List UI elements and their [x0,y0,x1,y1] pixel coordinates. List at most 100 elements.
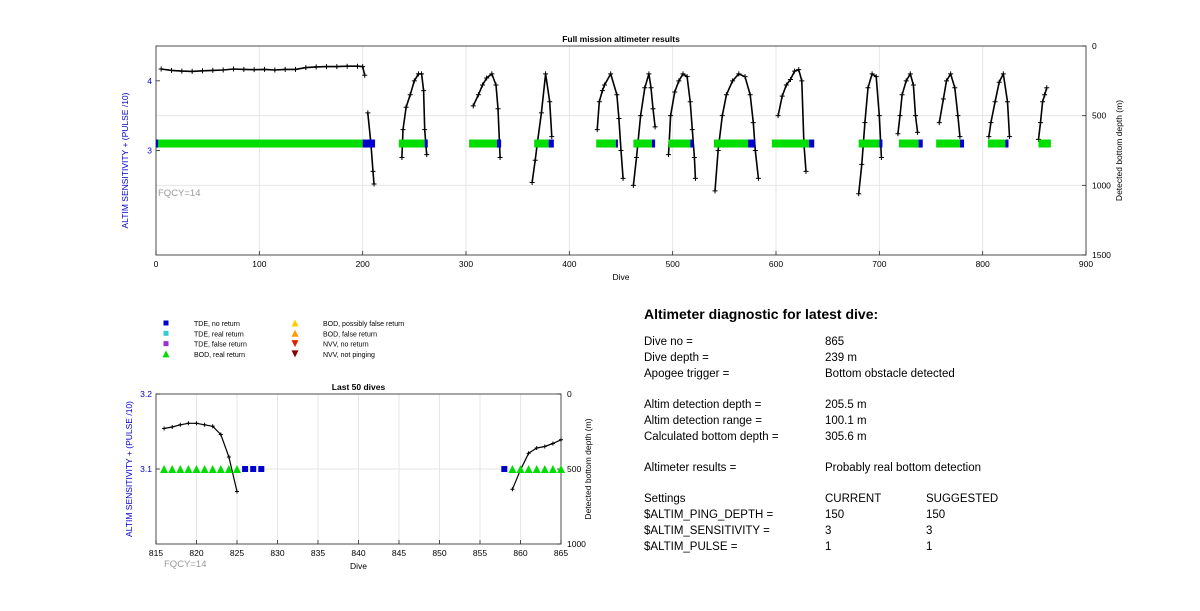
suggested-header: SUGGESTED [926,493,999,505]
depth-point [170,425,175,429]
tde-no-return-marker [250,466,257,472]
depth-series-line [401,73,428,158]
depth-point [344,63,350,69]
x-tick-label: 815 [149,548,163,558]
diagnostic-heading: Altimeter diagnostic for latest dive: [644,306,879,322]
depth-point [542,444,547,449]
altim-detection-range-value: 100.1 m [825,415,867,427]
depth-point [293,66,298,72]
legend-label: TDE, no return [194,321,240,328]
depth-series-line [714,73,760,191]
legend-label: TDE, false return [194,342,247,349]
depth-point [532,157,538,163]
bod-real-return-band [668,139,691,148]
x-tick-label: 865 [554,548,568,558]
depth-point [272,67,278,73]
sensitivity-current: 3 [825,525,832,537]
depth-point [666,152,672,158]
legend-square-icon [163,341,169,347]
bod-real-return-marker [200,465,209,473]
depth-point [601,82,607,88]
depth-point [529,180,535,186]
depth-point [497,154,503,160]
legend-label: NVV, not pinging [323,352,375,359]
tde-no-return-marker [362,139,376,148]
bod-real-return-marker [224,465,233,473]
depth-point [944,78,949,84]
tde-no-return-marker [1005,139,1009,148]
altimeter-results-label: Altimeter results = [644,462,737,474]
depth-point [687,99,693,105]
depth-point [895,131,901,137]
chart-title: Last 50 dives [332,382,386,392]
legend-triangle-up-icon [291,329,299,337]
diagnostic-panel: Altimeter diagnostic for latest dive: Di… [644,306,1164,555]
altim-detection-range-row: Altim detection range = 100.1 m [644,413,1164,429]
depth-point [996,79,1002,85]
tde-no-return-marker [918,139,923,148]
depth-point [313,64,319,70]
depth-point [668,113,674,119]
pulse-row: $ALTIM_PULSE = 1 1 [644,539,1164,555]
x-tick-label: 845 [392,548,406,558]
tde-no-return-marker [258,466,265,472]
tde-no-return-marker [615,139,618,148]
depth-point [365,110,371,116]
depth-point [948,71,954,77]
depth-point [988,120,994,126]
depth-point [792,68,798,74]
depth-point [1007,134,1013,140]
depth-point [178,422,183,427]
bod-real-return-marker [160,465,169,473]
x-tick-label: 200 [356,259,370,269]
legend-triangle-down-icon [291,340,299,348]
y-right-tick-label: 0 [1092,41,1097,51]
tde-no-return-marker [501,466,508,472]
depth-point [371,181,377,187]
ping-depth-row: $ALTIM_PING_DEPTH = 150 150 [644,507,1164,523]
x-axis-label: Dive [350,561,367,571]
legend-triangle-down-icon [291,350,299,358]
depth-point [715,148,721,153]
y-axis-right-label: Detected bottom depth (m) [1114,100,1124,201]
depth-point [424,152,430,158]
depth-point [543,71,549,77]
current-header: CURRENT [825,493,882,505]
bod-real-return-band [156,139,363,148]
depth-point [719,113,725,119]
bod-real-return-marker [168,465,177,473]
depth-point [1038,120,1044,126]
depth-point [903,78,909,84]
bod-real-return-marker [216,465,225,473]
depth-point [755,175,761,181]
depth-point [493,82,499,88]
tde-no-return-marker [242,466,249,472]
depth-point [362,72,368,78]
depth-point [158,66,164,72]
calculated-bottom-depth-value: 305.6 m [825,431,867,443]
depth-point [210,424,215,429]
depth-point [859,161,865,167]
depth-point [691,154,697,160]
depth-point [730,78,736,84]
calculated-bottom-depth-row: Calculated bottom depth = 305.6 m [644,429,1164,445]
depth-point [559,437,563,442]
bod-real-return-band [987,139,1006,148]
bod-real-return-band [771,139,810,148]
dive-depth-value: 239 m [825,352,857,364]
y-axis-label: ALTIM SENSITIVITY + (PULSE /10) [124,401,134,537]
x-tick-label: 800 [976,259,990,269]
depth-point [470,103,476,109]
bod-real-return-band [858,139,880,148]
depth-point [957,134,963,140]
depth-series-line [163,422,238,492]
depth-point [608,71,614,77]
y-right-tick-label: 0 [567,389,572,399]
legend-square-icon [163,330,169,336]
depth-point [235,489,239,494]
legend-label: BOD, false return [323,331,377,338]
dive-depth-row: Dive depth = 239 m [644,350,1164,366]
y-right-tick-label: 500 [567,464,581,474]
depth-point [220,67,226,73]
